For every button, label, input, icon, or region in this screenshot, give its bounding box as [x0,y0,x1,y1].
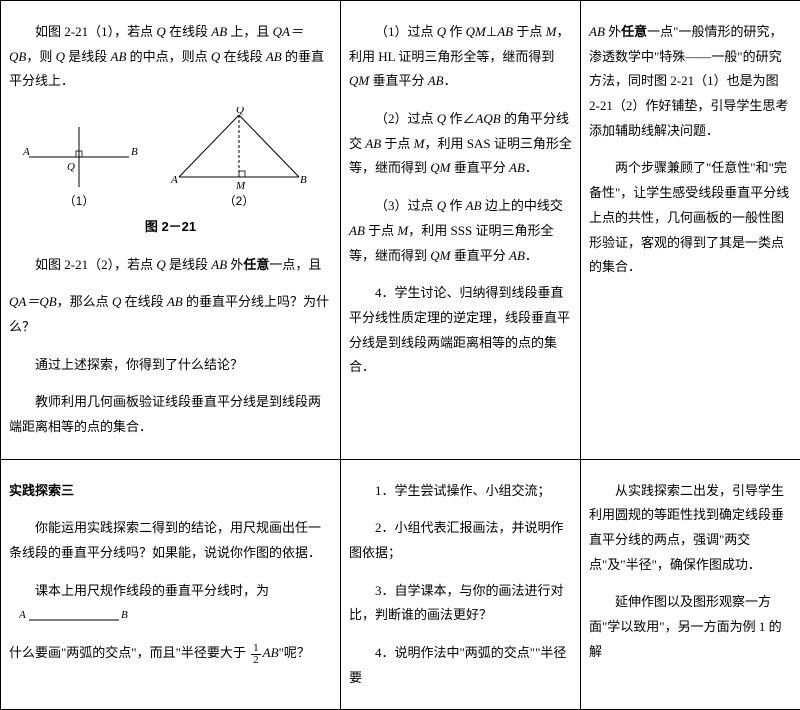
r2c3-p2: 延伸作图以及图形观察一方面"学以致用"，另一方面为例 1 的解 [589,590,792,664]
svg-text:A: A [19,609,26,621]
cell-r1c1: 如图 2-21（1），若点 Q 在线段 AB 上，且 QA＝QB，则 Q 是线段… [1,1,341,460]
r1c2-p4: 4．学生讨论、归纳得到线段垂直平分线性质定理的逆定理，线段垂直平分线是到线段两端… [349,281,572,380]
r1c1-p1: 如图 2-21（1），若点 Q 在线段 AB 上，且 QA＝QB，则 Q 是线段… [9,20,332,94]
figure-caption: 图 2－21 [9,215,332,240]
r1c3-p1: AB 外任意一点"一般情形的研究，渗透数学中"特殊——一般"的研究方法，同时图 … [589,20,792,143]
cell-r1c3: AB 外任意一点"一般情形的研究，渗透数学中"特殊——一般"的研究方法，同时图 … [581,1,800,460]
cell-r2c1: 实践探索三 你能运用实践探索二得到的结论，用尺规画出任一条线段的垂直平分线吗？如… [1,459,341,710]
r1c1-p3: QA＝QB，那么点 Q 在线段 AB 的垂直平分线上吗？为什么？ [9,290,332,339]
r1c2-p3: （3）过点 Q 作 AB 边上的中线交 AB 于点 M，利用 SSS 证明三角形… [349,194,572,268]
r2c2-p2: 2．小组代表汇报画法，并说明作图依据； [349,516,572,565]
fig1-svg: A B Q [19,122,139,192]
r1c1-p5: 教师利用几何画板验证线段垂直平分线是到线段两端距离相等的点的集合． [9,390,332,439]
figure-1: A B Q （1） [19,122,139,213]
fig1-label: （1） [19,190,139,213]
segment-ab-icon: A B [19,608,129,624]
svg-text:Q: Q [236,107,244,116]
r2c1-p3: 什么要画"两弧的交点"，而且"半径要大于 12AB"呢？ [9,641,332,666]
r1c1-p4: 通过上述探索，你得到了什么结论？ [9,353,332,378]
figure-2: A B Q M （2） [169,107,309,213]
cell-r2c2: 1．学生尝试操作、小组交流； 2．小组代表汇报画法，并说明作图依据； 3．自学课… [341,459,581,710]
svg-text:B: B [300,174,307,186]
table-row: 实践探索三 你能运用实践探索二得到的结论，用尺规画出任一条线段的垂直平分线吗？如… [1,459,800,710]
r2c2-p1: 1．学生尝试操作、小组交流； [349,479,572,504]
cell-r1c2: （1）过点 Q 作 QM⊥AB 于点 M，利用 HL 证明三角形全等，继而得到 … [341,1,581,460]
r2c1-p1: 你能运用实践探索二得到的结论，用尺规画出任一条线段的垂直平分线吗？如果能，说说你… [9,516,332,565]
lesson-table: 如图 2-21（1），若点 Q 在线段 AB 上，且 QA＝QB，则 Q 是线段… [0,0,800,710]
r2c1-p2: 课本上用尺规作线段的垂直平分线时，为 A B [9,579,332,628]
svg-text:A: A [170,174,178,186]
r1c2-p1: （1）过点 Q 作 QM⊥AB 于点 M，利用 HL 证明三角形全等，继而得到 … [349,20,572,94]
table-row: 如图 2-21（1），若点 Q 在线段 AB 上，且 QA＝QB，则 Q 是线段… [1,1,800,460]
cell-r2c3: 从实践探索二出发，引导学生利用圆规的等距性找到确定线段垂直平分线的两点，强调"两… [581,459,800,710]
r1c3-p2: 两个步骤兼顾了"任意性"和"完备性"，让学生感受线段垂直平分线上点的共性，几何画… [589,156,792,279]
r1c2-p2: （2）过点 Q 作∠AQB 的角平分线交 AB 于点 M，利用 SAS 证明三角… [349,107,572,181]
r2c2-p3: 3．自学课本，与你的画法进行对比，判断谁的画法更好？ [349,579,572,628]
fraction-half: 12 [251,643,261,666]
r2c3-p1: 从实践探索二出发，引导学生利用圆规的等距性找到确定线段垂直平分线的两点，强调"两… [589,479,792,578]
fig2-svg: A B Q M [169,107,309,192]
fig2-label: （2） [169,190,309,213]
r2c1-h: 实践探索三 [9,479,332,504]
r1c1-p2: 如图 2-21（2），若点 Q 是线段 AB 外任意一点，且 [9,253,332,278]
svg-text:A: A [22,146,30,158]
r2c2-p4: 4．说明作法中"两弧的交点""半径要 [349,641,572,690]
svg-text:Q: Q [67,161,75,173]
svg-text:B: B [121,609,128,621]
figure-2-21: A B Q （1） A B Q [19,107,332,213]
svg-text:B: B [131,146,138,158]
